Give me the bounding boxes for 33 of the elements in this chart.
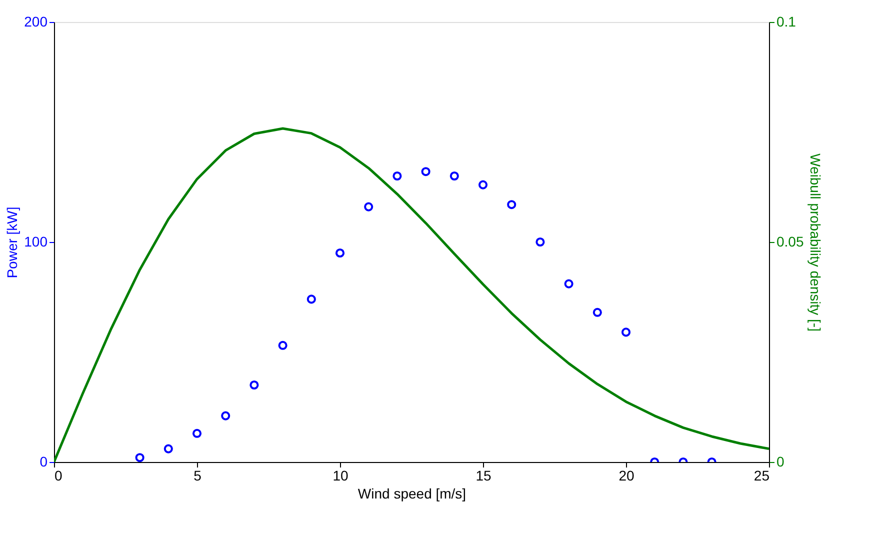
point bbox=[278, 340, 288, 350]
y-tick-label: 200 bbox=[24, 14, 48, 30]
y2-tick-label: 0.05 bbox=[776, 234, 804, 250]
x-axis-title: Wind speed [m/s] bbox=[358, 486, 466, 502]
point bbox=[392, 171, 402, 181]
x-tick-label: 20 bbox=[618, 468, 634, 484]
point bbox=[592, 308, 602, 317]
x-tick-label: 25 bbox=[754, 468, 770, 484]
x-tick-label: 15 bbox=[476, 468, 492, 484]
y-axis-title: Power [kW] bbox=[4, 206, 20, 278]
point bbox=[221, 411, 230, 420]
point bbox=[507, 200, 516, 210]
point bbox=[364, 202, 374, 212]
point bbox=[135, 453, 144, 462]
point bbox=[450, 171, 459, 181]
x-tick-label: 5 bbox=[194, 468, 202, 484]
point bbox=[478, 180, 488, 190]
point bbox=[164, 444, 173, 454]
point bbox=[564, 279, 574, 288]
point bbox=[335, 248, 345, 258]
point bbox=[621, 328, 631, 337]
y-tick-label: 100 bbox=[24, 234, 48, 250]
x-tick-label: 0 bbox=[54, 468, 62, 484]
x-tick-label: 10 bbox=[332, 468, 348, 484]
point bbox=[192, 428, 202, 438]
y2-tick-label: 0 bbox=[776, 454, 784, 470]
y2-axis-title: Weibull probability density [-] bbox=[808, 154, 824, 332]
point bbox=[306, 294, 316, 304]
point bbox=[536, 237, 545, 247]
y2-tick-label: 0.1 bbox=[776, 14, 796, 30]
point bbox=[250, 380, 259, 390]
y-tick-label: 0 bbox=[40, 454, 48, 470]
point bbox=[421, 167, 430, 176]
